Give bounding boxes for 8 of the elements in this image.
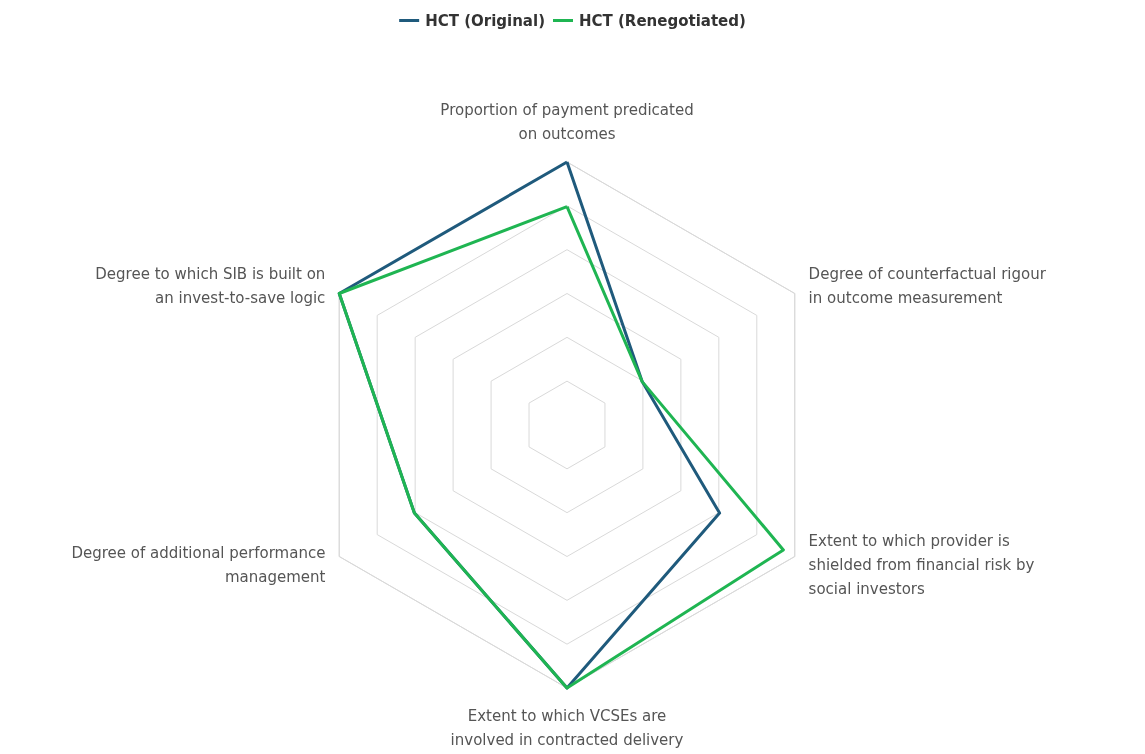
spoke-label: Degree of counterfactual rigour in outcome measurement [808, 264, 1047, 307]
spoke-label: Proportion of payment predicated on outcomes [440, 101, 694, 143]
spoke-label: Degree to which SIB is built on an invest-to-save logic [95, 264, 326, 307]
legend-label: HCT (Original) [425, 11, 545, 30]
legend-label: HCT (Renegotiated) [578, 11, 746, 30]
spoke-label: Degree of additional performance management [71, 543, 326, 586]
spoke-label: Extent to which provider is shielded from financial risk by social investors [808, 531, 1035, 598]
spoke-label: Extent to which VCSEs are involved in contracted delivery [450, 707, 684, 749]
